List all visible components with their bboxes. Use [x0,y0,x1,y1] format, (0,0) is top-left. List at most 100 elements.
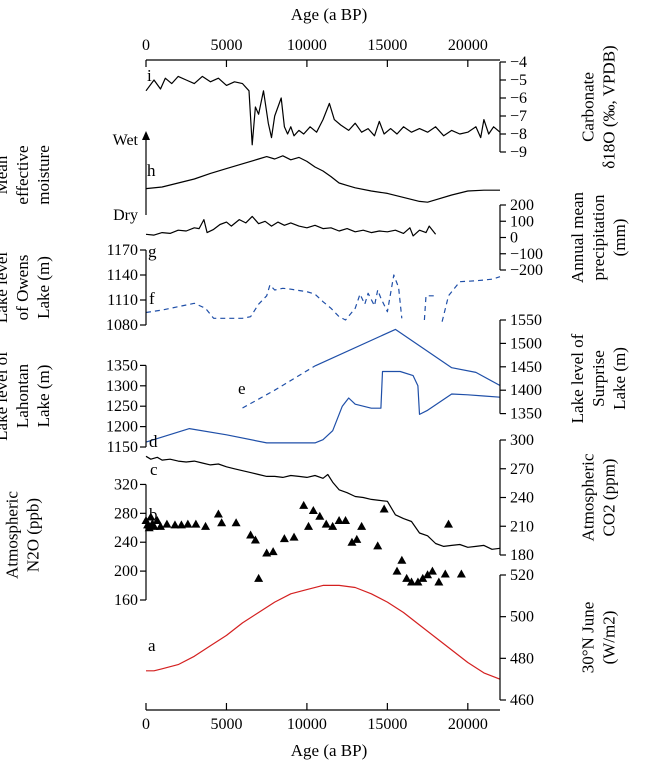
data-point-b [418,573,428,582]
y-axis-title-i: Carbonate δ18O (‰, VPDB) [579,45,619,168]
data-point-b [407,577,416,586]
series-line-e [242,365,316,409]
bottom-axis-tick-label: 20000 [448,716,488,733]
y-tick-label-a: 520 [510,567,534,584]
y-axis-title-line: precipitation [589,194,608,280]
data-point-b [352,534,362,543]
y-axis-title-line: N2O (ppb) [24,498,43,572]
y-tick-label-d: 1300 [106,378,138,395]
y-axis-title-line: CO2 (ppm) [600,459,619,537]
y-tick-label-e: 1450 [510,359,542,376]
data-point-b [262,548,272,557]
series-line-f [145,274,403,321]
y-axis-title-c: Atmospheric CO2 (ppm) [579,453,619,541]
data-point-b [170,520,180,529]
data-point-b [434,577,444,586]
y-axis-title-line: effective [13,145,32,204]
y-tick-label-i: −6 [510,90,527,107]
y-axis-title-line: Lahontan [13,363,32,428]
data-point-b [379,504,389,513]
y-axis-title-line: Atmospheric [3,491,22,579]
panel-letter-g: g [148,242,157,261]
y-axis-title-h: Mean effective moisture [0,145,53,205]
y-axis-title-line: Lake level of [568,333,587,423]
y-axis-title-g: Annual mean precipitation (mm) [568,191,629,283]
y-tick-label-i: −5 [510,72,527,89]
bottom-axis-tick-label: 5000 [210,716,242,733]
y-tick-label-i: −7 [510,108,527,125]
y-axis-title-line: Atmospheric [579,453,598,541]
data-point-b [254,573,264,582]
y-axis-title-line: Lake (m) [610,347,629,410]
y-axis-title-line: of Owens [13,255,32,321]
y-tick-label-f: 1080 [106,317,138,334]
y-axis-title-a: 30°N June (W/m2) [579,602,619,674]
data-point-b [176,520,186,529]
top-axis-tick-label: 20000 [448,37,488,54]
data-point-b [456,569,466,578]
y-tick-label-b: 160 [114,592,138,609]
data-point-b [231,518,241,527]
y-axis-title-line: moisture [34,145,53,205]
y-axis-title-line: 30°N June [579,602,598,674]
bottom-axis-tick-label: 0 [142,716,150,733]
y-tick-label-a: 460 [510,692,534,709]
series-line-h [145,155,500,203]
y-tick-label-g: −100 [510,246,543,263]
y-tick-label-e: 1350 [510,406,542,423]
axis-end-label-dry: Dry [113,207,138,224]
bottom-axis-title: Age (a BP) [291,741,367,760]
data-point-b [146,512,156,521]
y-axis-title-line: Surprise [589,350,608,407]
series-line-d [145,370,501,444]
y-tick-label-i: −9 [510,144,527,161]
y-tick-label-d: 1250 [106,398,138,415]
y-tick-label-d: 1350 [106,357,138,374]
data-point-b [423,570,433,579]
data-point-b [155,521,165,530]
y-tick-label-i: −8 [510,126,527,143]
y-axis-title-line: δ18O (‰, VPDB) [600,45,619,168]
data-point-b [250,535,260,544]
y-tick-label-g: 0 [510,230,518,247]
y-tick-label-d: 1200 [106,419,138,436]
data-point-b [315,511,325,520]
y-tick-label-c: 300 [510,432,534,449]
data-point-b [183,519,193,528]
data-point-b [341,516,351,525]
data-point-b [304,521,314,530]
data-point-b [217,518,227,527]
series-line-i [145,75,501,146]
data-point-b [191,519,201,528]
top-axis-tick-label: 5000 [210,37,242,54]
y-tick-label-b: 200 [114,563,138,580]
top-axis-tick-label: 0 [142,37,150,54]
y-axis-title-line: (mm) [610,219,629,257]
top-axis-tick-label: 10000 [287,37,327,54]
data-point-b [162,519,172,528]
data-point-b [213,509,223,518]
y-axis-title-f: Lake level of Owens Lake (m) [0,252,53,324]
data-point-b [334,516,344,525]
y-axis-title-line: Annual mean [568,191,587,283]
bottom-axis-tick-label: 15000 [367,716,407,733]
panel-letter-h: h [147,161,156,180]
data-point-b [397,555,407,564]
panel-letter-i: i [147,66,152,85]
y-tick-label-f: 1170 [107,242,138,259]
y-tick-label-i: −4 [510,54,527,71]
data-point-b [299,500,309,509]
data-point-b [373,541,383,550]
series-line-e [314,328,501,387]
series-layer [141,75,501,680]
y-axis-title-d: Lake level ofLahontan Lake (m) [0,351,53,441]
y-tick-label-c: 210 [510,518,534,535]
bottom-axis-tick-label: 10000 [287,716,327,733]
series-line-g [145,215,437,237]
panel-letter-b: b [149,505,158,524]
y-tick-label-c: 240 [510,490,534,507]
y-axis-title-line: Carbonate [579,72,598,142]
y-tick-label-c: 270 [510,461,534,478]
data-point-b [152,516,162,525]
